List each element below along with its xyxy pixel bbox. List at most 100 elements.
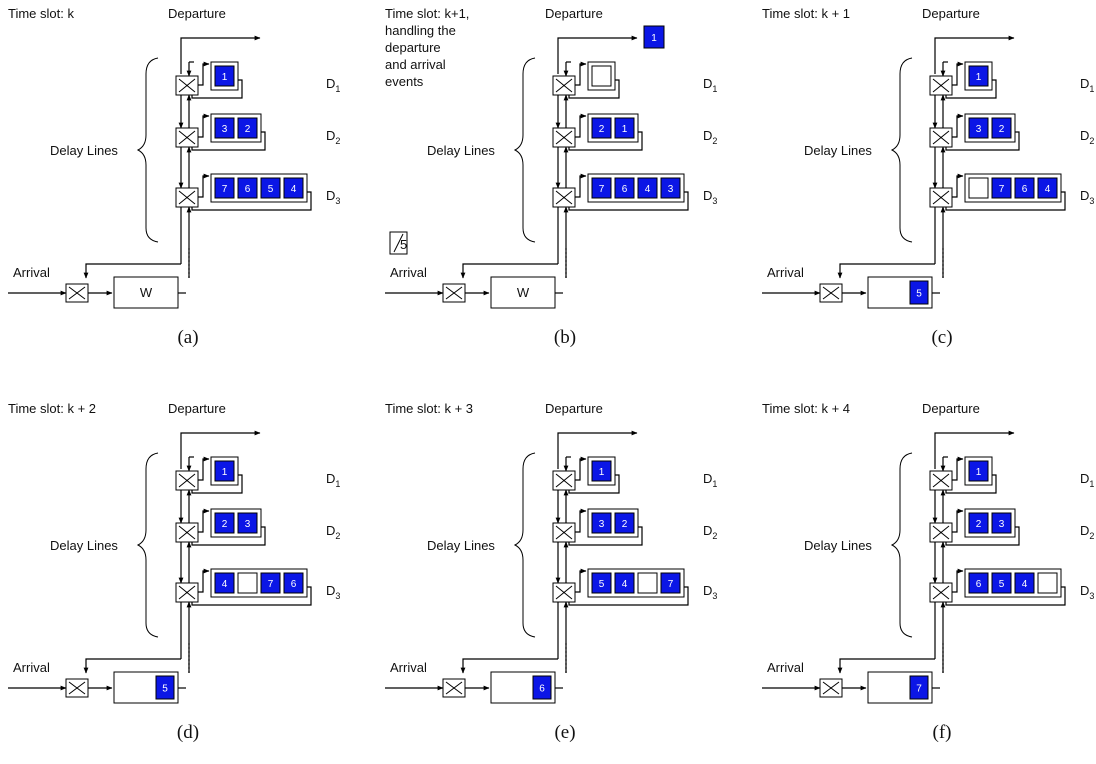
delay-line-input xyxy=(952,113,964,138)
packet-number: 3 xyxy=(222,124,228,135)
switch-cross-b xyxy=(178,585,196,600)
packet-slot: 2 xyxy=(614,512,635,534)
switch-d2 xyxy=(929,522,953,543)
switch-d3 xyxy=(175,582,199,603)
packet-number: 2 xyxy=(222,519,228,530)
packet-number: 4 xyxy=(1045,184,1051,195)
packet-slot xyxy=(237,572,258,594)
packet-number: 5 xyxy=(162,684,168,695)
arrival-label: Arrival xyxy=(13,660,50,675)
packet-slot xyxy=(1037,572,1058,594)
switch-cross-b xyxy=(445,681,463,695)
packet-number: 4 xyxy=(1022,579,1028,590)
delay-line-input xyxy=(198,456,210,481)
delay-line-input xyxy=(575,61,587,86)
packet-slot: 1 xyxy=(968,460,989,482)
packet-slot: 4 xyxy=(1037,177,1058,199)
packet-slot: 3 xyxy=(991,512,1012,534)
departure-label: Departure xyxy=(168,401,226,416)
delay-line-label-d2: D2 xyxy=(1080,128,1094,146)
packet-slot: 1 xyxy=(214,65,235,87)
time-slot-label: Time slot: k + 1 xyxy=(762,6,850,21)
packet-slot: 1 xyxy=(643,25,665,49)
delay-lines-label: Delay Lines xyxy=(50,538,118,553)
packet-number: 1 xyxy=(222,467,228,478)
packet-number: 5 xyxy=(999,579,1005,590)
delay-line-label-d2: D2 xyxy=(703,523,717,541)
switch-d3 xyxy=(929,187,953,208)
panel-caption: (e) xyxy=(554,722,575,743)
delay-line-label-d1: D1 xyxy=(326,76,340,94)
time-slot-label: Time slot: k+1, xyxy=(385,6,469,21)
empty-slot xyxy=(591,65,612,87)
feedback-line xyxy=(837,263,935,279)
w-label: W xyxy=(140,285,153,300)
switch-cross-b xyxy=(822,681,840,695)
delay-line-label-d1: D1 xyxy=(326,471,340,489)
delay-lines-label: Delay Lines xyxy=(804,143,872,158)
switch-cross-b xyxy=(178,130,196,145)
packet-slot: 4 xyxy=(283,177,304,199)
departure-line xyxy=(180,35,261,74)
packet-number: 3 xyxy=(999,519,1005,530)
packet xyxy=(614,512,635,534)
delay-line-return xyxy=(191,526,266,546)
packet-number: 1 xyxy=(976,72,982,83)
arrival-label: Arrival xyxy=(390,265,427,280)
delay-line-return xyxy=(568,526,643,546)
time-slot-label: handling the xyxy=(385,23,456,38)
packet-number: 3 xyxy=(245,519,251,530)
packet xyxy=(991,572,1012,594)
feedback-line xyxy=(460,263,558,279)
packet xyxy=(1037,177,1058,199)
delay-line-d3: 7 6 4 3 xyxy=(568,173,689,211)
packet-number: 7 xyxy=(222,184,228,195)
packet-number: 6 xyxy=(976,579,982,590)
packet-number: 7 xyxy=(599,184,605,195)
packet xyxy=(532,675,552,700)
delay-lines-brace xyxy=(513,452,536,638)
packet-slot xyxy=(968,177,989,199)
packet-number: 1 xyxy=(222,72,228,83)
packet xyxy=(260,177,281,199)
switch-cross-b xyxy=(932,525,950,540)
packet-number: 3 xyxy=(668,184,674,195)
packet-slot: 7 xyxy=(591,177,612,199)
time-slot-label: Time slot: k xyxy=(8,6,74,21)
delay-line-d3: 7 6 5 4 xyxy=(191,173,312,211)
time-slot-label: events xyxy=(385,74,424,89)
packet-slot: 4 xyxy=(614,572,635,594)
delay-line-input xyxy=(575,508,587,533)
packet xyxy=(968,572,989,594)
packet-number: 2 xyxy=(245,124,251,135)
packet xyxy=(991,177,1012,199)
packet xyxy=(968,117,989,139)
delay-line-input xyxy=(198,568,210,593)
panel-caption: (a) xyxy=(177,327,198,348)
switch-cross-b xyxy=(555,130,573,145)
delay-line-input xyxy=(952,508,964,533)
delay-line-label-d3: D3 xyxy=(326,188,340,206)
packet-number: 7 xyxy=(916,684,922,695)
delay-line-input xyxy=(575,456,587,481)
switch-d2 xyxy=(929,127,953,148)
switch-cross-b xyxy=(932,473,950,488)
packet xyxy=(283,572,304,594)
arrival-label: Arrival xyxy=(390,660,427,675)
packet-slot: 1 xyxy=(214,460,235,482)
w-buffer-frame xyxy=(490,276,556,309)
packet xyxy=(614,117,635,139)
switch-d2 xyxy=(552,522,576,543)
packet xyxy=(909,280,929,305)
packet-number: 4 xyxy=(222,579,228,590)
packet-slot: 7 xyxy=(909,675,929,700)
departure-label: Departure xyxy=(922,401,980,416)
packet xyxy=(614,177,635,199)
delay-line-label-d2: D2 xyxy=(703,128,717,146)
panel-caption: (d) xyxy=(177,722,199,743)
